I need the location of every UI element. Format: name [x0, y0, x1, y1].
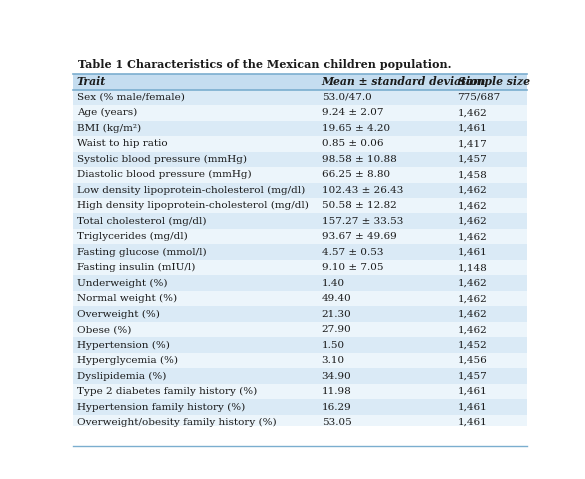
Text: 11.98: 11.98: [322, 387, 352, 396]
Text: Fasting insulin (mIU/l): Fasting insulin (mIU/l): [77, 263, 195, 272]
Text: 50.58 ± 12.82: 50.58 ± 12.82: [322, 201, 396, 210]
Text: 1,462: 1,462: [457, 232, 487, 241]
Text: BMI (kg/m²): BMI (kg/m²): [77, 124, 141, 133]
Text: Total cholesterol (mg/dl): Total cholesterol (mg/dl): [77, 217, 207, 226]
Bar: [73, 136, 526, 151]
Text: 1,148: 1,148: [457, 263, 487, 272]
Bar: [73, 399, 526, 415]
Text: High density lipoprotein-cholesterol (mg/dl): High density lipoprotein-cholesterol (mg…: [77, 201, 309, 210]
Bar: [73, 105, 526, 121]
Text: 1,461: 1,461: [457, 403, 487, 411]
Text: Systolic blood pressure (mmHg): Systolic blood pressure (mmHg): [77, 155, 247, 164]
Text: Mean ± standard deviation: Mean ± standard deviation: [322, 76, 486, 87]
Text: 1,461: 1,461: [457, 387, 487, 396]
Text: Trait: Trait: [77, 76, 106, 87]
Text: 49.40: 49.40: [322, 294, 352, 303]
Text: Normal weight (%): Normal weight (%): [77, 294, 177, 303]
Bar: [73, 229, 526, 244]
Bar: [73, 74, 526, 90]
Text: 1,462: 1,462: [457, 279, 487, 288]
Text: 98.58 ± 10.88: 98.58 ± 10.88: [322, 155, 396, 164]
Text: 0.85 ± 0.06: 0.85 ± 0.06: [322, 139, 383, 148]
Text: Table 1 Characteristics of the Mexican children population.: Table 1 Characteristics of the Mexican c…: [78, 59, 451, 70]
Bar: [73, 244, 526, 260]
Bar: [73, 353, 526, 368]
Text: Age (years): Age (years): [77, 108, 137, 117]
Text: 1,462: 1,462: [457, 310, 487, 319]
Text: Dyslipidemia (%): Dyslipidemia (%): [77, 372, 166, 381]
Bar: [73, 322, 526, 337]
Text: Underweight (%): Underweight (%): [77, 279, 167, 288]
Text: 1,462: 1,462: [457, 201, 487, 210]
Text: Overweight (%): Overweight (%): [77, 309, 160, 319]
Text: 102.43 ± 26.43: 102.43 ± 26.43: [322, 186, 403, 195]
Text: 1,462: 1,462: [457, 186, 487, 195]
Bar: [73, 167, 526, 182]
Bar: [73, 214, 526, 229]
Bar: [73, 307, 526, 322]
Text: 1.50: 1.50: [322, 341, 345, 350]
Text: Sex (% male/female): Sex (% male/female): [77, 93, 185, 102]
Text: 1,461: 1,461: [457, 124, 487, 133]
Text: 53.0/47.0: 53.0/47.0: [322, 93, 371, 102]
Text: 9.24 ± 2.07: 9.24 ± 2.07: [322, 108, 383, 117]
Text: 53.05: 53.05: [322, 418, 352, 427]
Text: Fasting glucose (mmol/l): Fasting glucose (mmol/l): [77, 248, 207, 257]
Text: 1,461: 1,461: [457, 248, 487, 257]
Bar: [73, 275, 526, 291]
Text: 4.57 ± 0.53: 4.57 ± 0.53: [322, 248, 383, 257]
Text: 1,457: 1,457: [457, 155, 487, 164]
Text: Obese (%): Obese (%): [77, 325, 131, 334]
Text: Low density lipoprotein-cholesterol (mg/dl): Low density lipoprotein-cholesterol (mg/…: [77, 186, 305, 195]
Text: 21.30: 21.30: [322, 310, 352, 319]
Bar: [73, 291, 526, 307]
Text: Diastolic blood pressure (mmHg): Diastolic blood pressure (mmHg): [77, 170, 252, 179]
Text: 775/687: 775/687: [457, 93, 501, 102]
Text: 93.67 ± 49.69: 93.67 ± 49.69: [322, 232, 396, 241]
Text: 27.90: 27.90: [322, 325, 352, 334]
Text: Sample size: Sample size: [457, 76, 529, 87]
Text: Hypertension (%): Hypertension (%): [77, 341, 170, 350]
Text: 1,457: 1,457: [457, 372, 487, 381]
Text: 1,456: 1,456: [457, 356, 487, 365]
Text: 1,458: 1,458: [457, 170, 487, 179]
Text: 9.10 ± 7.05: 9.10 ± 7.05: [322, 263, 383, 272]
Bar: [73, 337, 526, 353]
Text: Hypertension family history (%): Hypertension family history (%): [77, 402, 245, 411]
Text: 1,417: 1,417: [457, 139, 487, 148]
Bar: [73, 260, 526, 275]
Text: 19.65 ± 4.20: 19.65 ± 4.20: [322, 124, 390, 133]
Text: 1,461: 1,461: [457, 418, 487, 427]
Text: 1,462: 1,462: [457, 325, 487, 334]
Text: 1.40: 1.40: [322, 279, 345, 288]
Text: Triglycerides (mg/dl): Triglycerides (mg/dl): [77, 232, 188, 241]
Bar: [73, 198, 526, 214]
Text: 157.27 ± 33.53: 157.27 ± 33.53: [322, 217, 403, 226]
Text: 3.10: 3.10: [322, 356, 345, 365]
Text: 34.90: 34.90: [322, 372, 352, 381]
Text: 1,452: 1,452: [457, 341, 487, 350]
Text: Overweight/obesity family history (%): Overweight/obesity family history (%): [77, 418, 276, 427]
Text: 1,462: 1,462: [457, 294, 487, 303]
Text: Type 2 diabetes family history (%): Type 2 diabetes family history (%): [77, 387, 257, 396]
Text: 1,462: 1,462: [457, 108, 487, 117]
Bar: [73, 368, 526, 384]
Bar: [73, 121, 526, 136]
Bar: [73, 182, 526, 198]
Bar: [73, 415, 526, 430]
Bar: [73, 384, 526, 399]
Text: 1,462: 1,462: [457, 217, 487, 226]
Text: Hyperglycemia (%): Hyperglycemia (%): [77, 356, 178, 365]
Bar: [73, 90, 526, 105]
Text: 16.29: 16.29: [322, 403, 352, 411]
Text: 66.25 ± 8.80: 66.25 ± 8.80: [322, 170, 390, 179]
Text: Waist to hip ratio: Waist to hip ratio: [77, 139, 167, 148]
Bar: [73, 151, 526, 167]
